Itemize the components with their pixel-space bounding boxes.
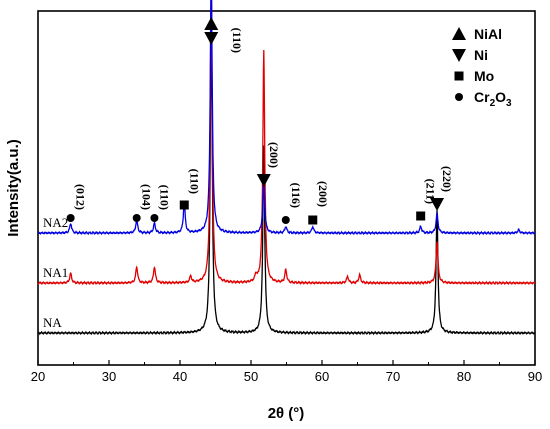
annotation-label: (110) (157, 185, 171, 210)
annotation-label: (200) (267, 142, 281, 168)
series-line-na (37, 9, 536, 336)
series-labels: NA NA1 NA2 (43, 215, 68, 330)
legend-label: Ni (474, 47, 488, 63)
nial-peak-icon (204, 17, 219, 30)
triangle-down-marker-icon (430, 198, 445, 211)
x-axis-title: 2θ (°) (268, 405, 305, 422)
legend-label: NiAl (474, 26, 502, 42)
annotation-label: (200) (316, 181, 330, 207)
annotation-label: (116) (289, 183, 303, 208)
legend-triangle-up-icon (452, 27, 466, 40)
series-line-na2 (37, 0, 536, 236)
annotation-label: (012) (74, 184, 88, 210)
square-marker-icon (308, 215, 318, 225)
series-label-na: NA (43, 315, 62, 330)
legend: NiAl Ni Mo Cr2O3 (452, 26, 512, 109)
plot-frame (37, 10, 536, 366)
peak-annotations: (110)(012) (104) (110)(110)(200)(116) (200)… (66, 17, 454, 225)
legend-square-icon (454, 71, 464, 81)
annotation-label: (220) (440, 166, 454, 192)
annotation-label: (110) (187, 169, 201, 194)
circle-marker-icon (66, 214, 75, 222)
annotation-label: (110) (230, 28, 244, 53)
legend-triangle-down-icon (452, 49, 466, 62)
annotation-label: (211) (424, 179, 438, 204)
legend-label: Mo (474, 68, 494, 84)
legend-label: Cr2O3 (474, 89, 512, 109)
x-ticks: 20 30 40 50 60 70 80 90 (31, 360, 542, 384)
series-line-na1 (37, 0, 536, 286)
x-tick-label: 70 (386, 369, 400, 384)
circle-marker-icon (132, 214, 141, 222)
legend-circle-icon (455, 93, 463, 101)
circle-marker-icon (150, 214, 159, 222)
series-label-na2: NA2 (43, 215, 68, 230)
x-tick-label: 60 (315, 369, 329, 384)
x-tick-label: 90 (528, 369, 542, 384)
series-layer (37, 0, 536, 336)
triangle-down-marker-icon (256, 174, 271, 187)
y-axis-title: Intensity(a.u.) (5, 139, 22, 237)
x-tick-label: 40 (173, 369, 187, 384)
x-tick-label: 20 (31, 369, 45, 384)
series-label-na1: NA1 (43, 265, 68, 280)
x-tick-label: 30 (102, 369, 116, 384)
square-marker-icon (179, 200, 189, 210)
ni-peak-icon (204, 32, 219, 45)
annotation-label: (104) (140, 184, 154, 210)
circle-marker-icon (281, 216, 290, 224)
square-marker-icon (416, 211, 426, 221)
x-tick-label: 50 (244, 369, 258, 384)
x-tick-label: 80 (457, 369, 471, 384)
